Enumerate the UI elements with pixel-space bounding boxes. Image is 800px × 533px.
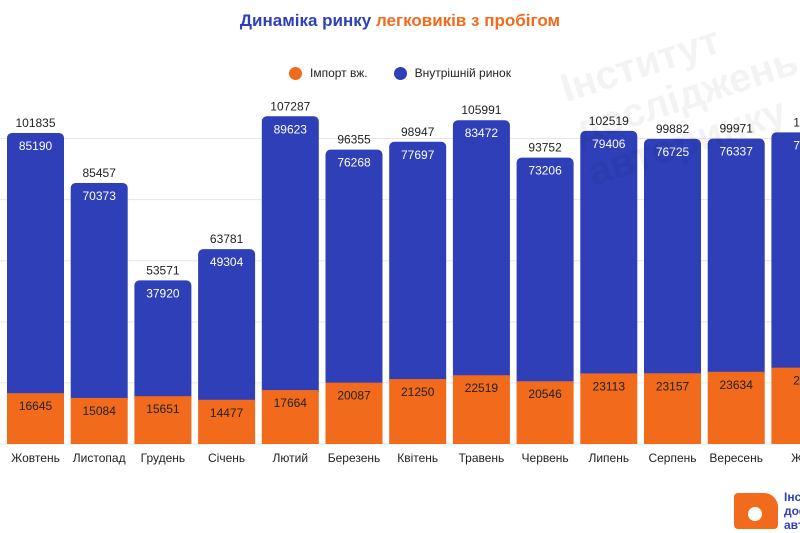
legend-swatch-import (289, 66, 303, 80)
total-label-7: 105991 (461, 103, 501, 117)
bar-domestic-0 (7, 132, 64, 400)
bar-import-4 (261, 390, 319, 444)
import-label-7: 22519 (465, 381, 499, 395)
legend-label-import: Імпорт вж. (310, 66, 368, 80)
total-label-6: 98947 (401, 125, 435, 139)
bar-import-12 (771, 367, 800, 444)
total-label-11: 99971 (720, 122, 754, 136)
domestic-label-6: 77697 (401, 148, 435, 162)
total-label-2: 53571 (146, 263, 180, 277)
import-label-0: 16645 (19, 399, 53, 413)
total-label-10: 99882 (656, 122, 690, 136)
bar-domestic-4 (261, 116, 319, 397)
bar-domestic-5 (325, 149, 383, 389)
x-tick-label-5: Березень (328, 451, 381, 465)
title-part-2: легковиків з пробігом (375, 11, 561, 30)
total-label-3: 63781 (210, 232, 244, 246)
bar-domestic-12 (771, 132, 800, 374)
import-label-10: 23157 (656, 379, 690, 393)
bar-import-6 (389, 379, 447, 444)
bar-import-3 (198, 399, 256, 444)
total-label-8: 93752 (528, 141, 562, 155)
bar-import-5 (325, 382, 383, 444)
x-tick-label-0: Жовтень (11, 451, 60, 465)
bar-domestic-9 (580, 130, 638, 380)
bar-import-1 (70, 397, 128, 444)
bar-import-10 (644, 373, 701, 444)
total-label-1: 85457 (83, 166, 117, 180)
x-tick-label-9: Липень (588, 451, 629, 465)
total-label-0: 101835 (15, 116, 55, 130)
import-label-6: 21250 (401, 385, 435, 399)
bar-domestic-1 (70, 182, 128, 404)
domestic-label-5: 76268 (337, 156, 371, 170)
total-label-9: 102519 (589, 114, 629, 128)
bar-domestic-8 (516, 157, 574, 388)
bar-import-8 (516, 381, 574, 444)
legend-swatch-domestic (393, 66, 407, 80)
bar-import-2 (134, 396, 192, 444)
bar-import-11 (707, 371, 765, 444)
x-tick-label-3: Січень (208, 451, 245, 465)
x-tick-label-12: Жо (791, 451, 800, 465)
bar-domestic-11 (707, 138, 765, 378)
x-tick-label-2: Грудень (141, 451, 186, 465)
bar-domestic-7 (452, 120, 510, 382)
title-part-1: Динаміка ринку (239, 11, 376, 30)
legend-label-domestic: Внутрішній ринок (414, 66, 511, 80)
import-label-1: 15084 (83, 404, 117, 418)
x-tick-label-1: Листопад (73, 451, 126, 465)
domestic-label-8: 73206 (528, 164, 562, 178)
import-label-8: 20546 (528, 387, 562, 401)
x-tick-label-11: Вересень (709, 451, 763, 465)
bar-import-0 (7, 393, 64, 444)
domestic-label-9: 79406 (592, 137, 626, 151)
domestic-label-1: 70373 (83, 189, 117, 203)
x-tick-label-8: Червень (522, 451, 569, 465)
bar-domestic-2 (134, 280, 192, 403)
import-label-2: 15651 (146, 402, 180, 416)
import-label-11: 23634 (720, 378, 754, 392)
import-label-3: 14477 (210, 406, 244, 420)
domestic-label-10: 76725 (656, 145, 690, 159)
domestic-label-7: 83472 (465, 126, 499, 140)
import-label-4: 17664 (274, 396, 308, 410)
domestic-label-2: 37920 (146, 286, 180, 300)
bar-import-7 (452, 375, 510, 444)
chart-title: Динаміка ринку легковиків з пробігом (0, 11, 800, 31)
import-label-12: 25 (793, 374, 800, 388)
x-tick-label-10: Серпень (648, 451, 696, 465)
bar-domestic-6 (389, 141, 447, 386)
legend-item-domestic: Внутрішній ринок (393, 66, 511, 80)
logo-text: Інс дос авт (784, 490, 800, 532)
logo-icon (734, 493, 778, 529)
total-label-4: 107287 (270, 99, 310, 113)
legend-item-import: Імпорт вж. (289, 66, 368, 80)
brand-logo: Інс дос авт (734, 488, 800, 533)
import-label-9: 23113 (593, 379, 626, 393)
domestic-label-11: 76337 (720, 145, 754, 159)
total-label-5: 96355 (337, 133, 371, 147)
import-label-5: 20087 (337, 389, 371, 403)
domestic-label-4: 89623 (274, 122, 308, 136)
domestic-label-0: 85190 (19, 139, 53, 153)
total-label-12: 10 (793, 115, 800, 129)
domestic-label-3: 49304 (210, 255, 244, 269)
domestic-label-12: 77 (793, 138, 800, 152)
x-tick-label-7: Травень (459, 451, 505, 465)
x-tick-label-6: Квітень (397, 451, 438, 465)
bar-domestic-3 (198, 249, 256, 406)
bar-import-9 (580, 373, 638, 444)
bar-domestic-10 (644, 138, 701, 380)
x-tick-label-4: Лютий (273, 451, 309, 465)
chart-legend: Імпорт вж. Внутрішній ринок (0, 66, 800, 80)
